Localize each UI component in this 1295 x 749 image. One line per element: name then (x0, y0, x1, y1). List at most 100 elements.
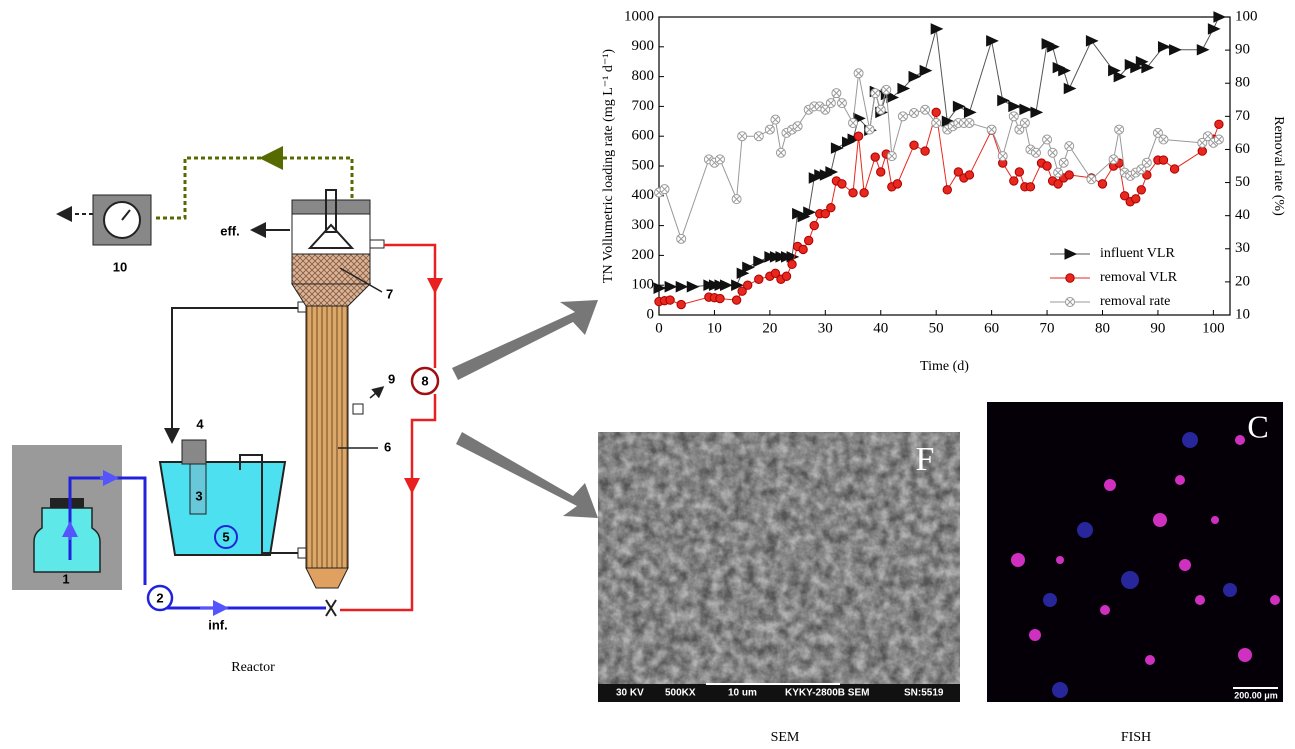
marker (1087, 175, 1096, 184)
reactor-cone (306, 568, 348, 588)
sampling-port (353, 404, 363, 414)
marker (799, 245, 807, 253)
marker (854, 132, 862, 140)
sem-info: 10 um (728, 688, 757, 699)
part-label: 9 (388, 371, 395, 386)
marker (827, 204, 835, 212)
y-tick-label: 500 (632, 157, 655, 173)
marker (921, 105, 930, 114)
marker (804, 236, 812, 244)
part-label: 1 (62, 571, 69, 586)
marker (826, 99, 835, 108)
marker (716, 294, 724, 302)
marker (1043, 162, 1051, 170)
marker (849, 118, 858, 127)
marker (1170, 45, 1181, 55)
part-label: 10 (113, 259, 127, 274)
marker (953, 101, 964, 111)
marker (1159, 135, 1168, 144)
settler-sludge (292, 254, 370, 284)
recirculation-pipe (172, 308, 298, 440)
y-tick-label: 1000 (624, 8, 654, 24)
marker (921, 147, 929, 155)
reactor-column (306, 306, 348, 568)
marker (1065, 171, 1073, 179)
marker (871, 89, 880, 98)
marker (1009, 112, 1018, 121)
legend-label: influent VLR (1100, 246, 1175, 261)
marker (1214, 12, 1225, 22)
fish-image: 200.00 μm C (987, 402, 1283, 702)
marker (965, 118, 974, 127)
marker (738, 132, 747, 141)
legend-marker (1066, 298, 1075, 307)
y2-tick-label: 100 (1235, 8, 1258, 24)
part-label: 6 (384, 439, 391, 454)
marker (832, 89, 841, 98)
marker (732, 296, 740, 304)
y-tick-label: 300 (632, 217, 655, 233)
y-tick-label: 700 (632, 98, 655, 114)
part-label: 7 (386, 286, 393, 301)
influent-pipe (160, 608, 326, 610)
x-tick-label: 40 (873, 320, 888, 336)
y-tick-label: 600 (632, 128, 655, 144)
marker (1048, 148, 1057, 157)
marker (1054, 168, 1063, 177)
y-tick-label: 900 (632, 38, 655, 54)
influent-label: inf. (208, 617, 228, 632)
marker (732, 195, 741, 204)
marker (1020, 118, 1029, 127)
heater-head (182, 440, 206, 464)
legend-label: removal VLR (1100, 270, 1178, 285)
marker (998, 95, 1009, 105)
y2-tick-label: 30 (1235, 240, 1250, 256)
marker (932, 108, 940, 116)
y-tick-label: 0 (647, 306, 655, 322)
marker (998, 152, 1007, 161)
sem-info: 500KX (665, 688, 696, 699)
chart: 0100200300400500600700800900100010203040… (601, 8, 1286, 374)
marker (1214, 135, 1223, 144)
marker (1115, 125, 1124, 134)
marker (1159, 156, 1167, 164)
y-tick-label: 400 (632, 187, 655, 203)
x-tick-label: 70 (1040, 320, 1055, 336)
y-axis-label: TN Vollumetric loading rate (mg L⁻¹ d⁻¹) (601, 49, 616, 284)
x-axis-label: Time (d) (920, 359, 969, 374)
marker (965, 171, 973, 179)
sem-texture (598, 432, 960, 702)
marker (1020, 104, 1031, 114)
marker (754, 132, 763, 141)
part-label: 3 (195, 488, 202, 503)
y2-tick-label: 70 (1235, 108, 1250, 124)
sem-info: SN:5519 (904, 688, 944, 699)
marker (771, 115, 780, 124)
marker (782, 272, 790, 280)
part-label: 5 (222, 529, 229, 544)
effluent-label: eff. (220, 223, 240, 238)
marker (1132, 195, 1140, 203)
marker (877, 168, 885, 176)
part-label: 8 (421, 373, 428, 388)
caption: FISH (1121, 730, 1151, 745)
marker (831, 143, 842, 153)
port (298, 548, 306, 558)
marker (898, 84, 909, 94)
x-tick-label: 50 (929, 320, 944, 336)
bottle-cap (50, 498, 84, 508)
marker (1009, 101, 1020, 111)
y-tick-label: 800 (632, 68, 655, 84)
y-tick-label: 100 (632, 277, 655, 293)
sem-image: 30 KV 500KX 10 um KYKY-2800B SEM SN:5519… (598, 432, 960, 702)
marker (837, 99, 846, 108)
reactor-lid (292, 200, 370, 214)
figure: 1 2 3 4 5 6 7 8 9 10 eff. inf. Reactor 3… (0, 0, 1295, 749)
marker (1208, 24, 1219, 34)
marker (754, 256, 765, 266)
big-arrow (456, 432, 598, 518)
marker (1086, 36, 1097, 46)
y2-tick-label: 40 (1235, 207, 1250, 223)
x-tick-label: 80 (1095, 320, 1110, 336)
marker (860, 189, 868, 197)
